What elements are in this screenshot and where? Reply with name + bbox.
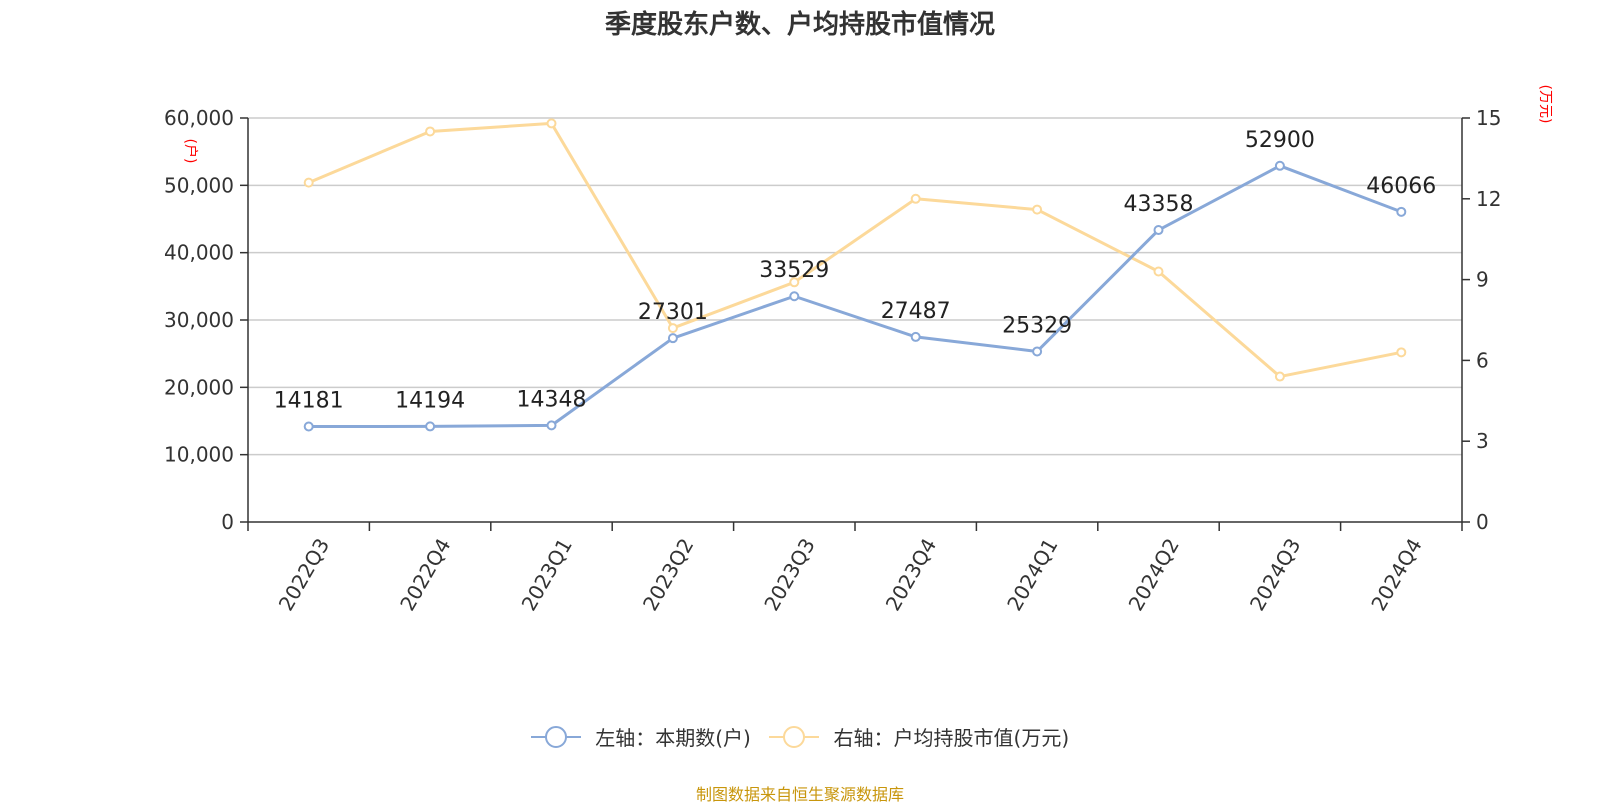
data-labels: 14181 14194 14348 27301 33529 27487 25329 43358… (274, 128, 1437, 414)
data-label: 27301 (638, 300, 708, 325)
data-point-left (546, 420, 557, 431)
source-note: 制图数据来自恒生聚源数据库 (695, 785, 904, 804)
legend-label-right: 右轴：户均持股市值(万元) (833, 726, 1070, 750)
legend-line-circle-icon (530, 725, 581, 748)
right-tick-label: 9 (1476, 268, 1489, 292)
x-tick-label: 2024Q2 (1124, 534, 1184, 615)
left-tick-label: 50,000 (164, 173, 234, 197)
data-point-left (1153, 225, 1164, 236)
data-point-right (303, 177, 314, 188)
right-tick-label: 0 (1476, 510, 1489, 534)
data-point-right (667, 323, 678, 334)
data-point-right (1396, 347, 1407, 358)
data-label: 33529 (759, 258, 829, 283)
x-tick-label: 2022Q3 (274, 534, 334, 615)
data-point-left (667, 333, 678, 344)
data-point-right (910, 193, 921, 204)
x-tick-label: 2023Q4 (881, 534, 941, 615)
x-tick-label: 2022Q4 (395, 534, 455, 615)
series-line-right (308, 121, 1402, 379)
data-point-left (910, 331, 921, 342)
left-tick-label: 20,000 (164, 375, 234, 399)
data-point-left (789, 291, 800, 302)
x-tick-label: 2023Q1 (517, 534, 577, 615)
left-axis-unit-label: (户) (182, 139, 199, 164)
series-line-left (308, 164, 1402, 429)
data-label: 14194 (395, 388, 465, 413)
data-label: 14348 (517, 387, 587, 412)
data-point-right (789, 277, 800, 288)
left-tick-label: 40,000 (164, 241, 234, 265)
x-tick-label: 2024Q1 (1002, 534, 1062, 615)
right-tick-label: 12 (1476, 187, 1501, 211)
legend-item-left[interactable]: 左轴：本期数(户) (530, 722, 751, 751)
data-point-right (546, 118, 557, 129)
grid-lines (248, 117, 1462, 456)
legend-label-left: 左轴：本期数(户) (595, 726, 751, 750)
data-label: 43358 (1124, 192, 1194, 217)
right-axis-unit-label: (万元) (1537, 85, 1553, 124)
data-label: 46066 (1366, 174, 1436, 199)
right-tick-label: 3 (1476, 429, 1489, 453)
data-label: 27487 (881, 299, 951, 324)
data-point-right (425, 126, 436, 137)
x-tick-label: 2024Q3 (1245, 534, 1305, 615)
left-tick-label: 10,000 (164, 443, 234, 467)
legend-line-circle-icon (769, 725, 820, 748)
right-tick-label: 15 (1476, 106, 1501, 130)
data-label: 25329 (1002, 313, 1072, 338)
data-point-left (1274, 160, 1285, 171)
x-tick-label: 2023Q2 (638, 534, 698, 615)
data-point-right (1153, 266, 1164, 277)
right-tick-label: 6 (1476, 348, 1489, 372)
series-lines (303, 118, 1407, 432)
left-tick-label: 0 (221, 510, 234, 534)
data-point-left (303, 421, 314, 432)
line-chart: 0 10,000 20,000 30,000 40,000 50,000 60,000 0 3 6… (164, 85, 1553, 615)
x-tick-label: 2024Q4 (1366, 534, 1426, 615)
data-label: 14181 (274, 389, 344, 414)
left-tick-label: 60,000 (164, 106, 234, 130)
data-point-right (1032, 204, 1043, 215)
data-label: 52900 (1245, 128, 1315, 153)
data-point-left (425, 421, 436, 432)
data-point-left (1396, 206, 1407, 217)
axes: 0 10,000 20,000 30,000 40,000 50,000 60,000 0 3 6… (164, 85, 1553, 615)
legend-item-right[interactable]: 右轴：户均持股市值(万元) (769, 722, 1069, 751)
left-tick-label: 30,000 (164, 308, 234, 332)
legend: 左轴：本期数(户) 右轴：户均持股市值(万元) (0, 722, 1600, 751)
chart-title: 季度股东户数、户均持股市值情况 (604, 10, 995, 40)
data-point-right (1274, 371, 1285, 382)
data-point-left (1032, 346, 1043, 357)
x-tick-label: 2023Q3 (759, 534, 819, 615)
